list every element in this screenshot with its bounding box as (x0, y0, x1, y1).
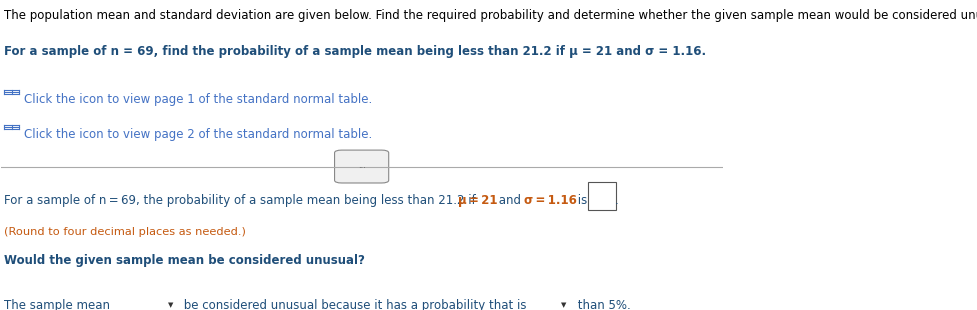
Text: than 5%.: than 5%. (573, 299, 630, 310)
Text: The population mean and standard deviation are given below. Find the required pr: The population mean and standard deviati… (4, 9, 977, 22)
Text: For a sample of n = 69, the probability of a sample mean being less than 21.2 if: For a sample of n = 69, the probability … (4, 194, 480, 207)
Text: be considered unusual because it has a probability that is: be considered unusual because it has a p… (180, 299, 530, 310)
Text: ...: ... (358, 161, 365, 170)
Text: is: is (574, 194, 591, 207)
FancyBboxPatch shape (107, 286, 180, 310)
Text: Click the icon to view page 2 of the standard normal table.: Click the icon to view page 2 of the sta… (23, 128, 372, 141)
Text: Would the given sample mean be considered unusual?: Would the given sample mean be considere… (4, 254, 365, 267)
Text: μ = 21: μ = 21 (457, 194, 497, 207)
Text: (Round to four decimal places as needed.): (Round to four decimal places as needed.… (4, 227, 246, 237)
Text: .: . (615, 194, 618, 207)
FancyBboxPatch shape (334, 150, 389, 183)
Text: Click the icon to view page 1 of the standard normal table.: Click the icon to view page 1 of the sta… (23, 92, 372, 105)
Text: The sample mean: The sample mean (4, 299, 114, 310)
Text: and: and (495, 194, 525, 207)
Text: ▼: ▼ (168, 302, 173, 308)
Text: σ = 1.16: σ = 1.16 (524, 194, 576, 207)
Text: For a sample of n = 69, find the probability of a sample mean being less than 21: For a sample of n = 69, find the probabi… (4, 45, 706, 58)
FancyBboxPatch shape (588, 182, 616, 210)
Text: ▼: ▼ (562, 302, 567, 308)
FancyBboxPatch shape (512, 286, 573, 310)
